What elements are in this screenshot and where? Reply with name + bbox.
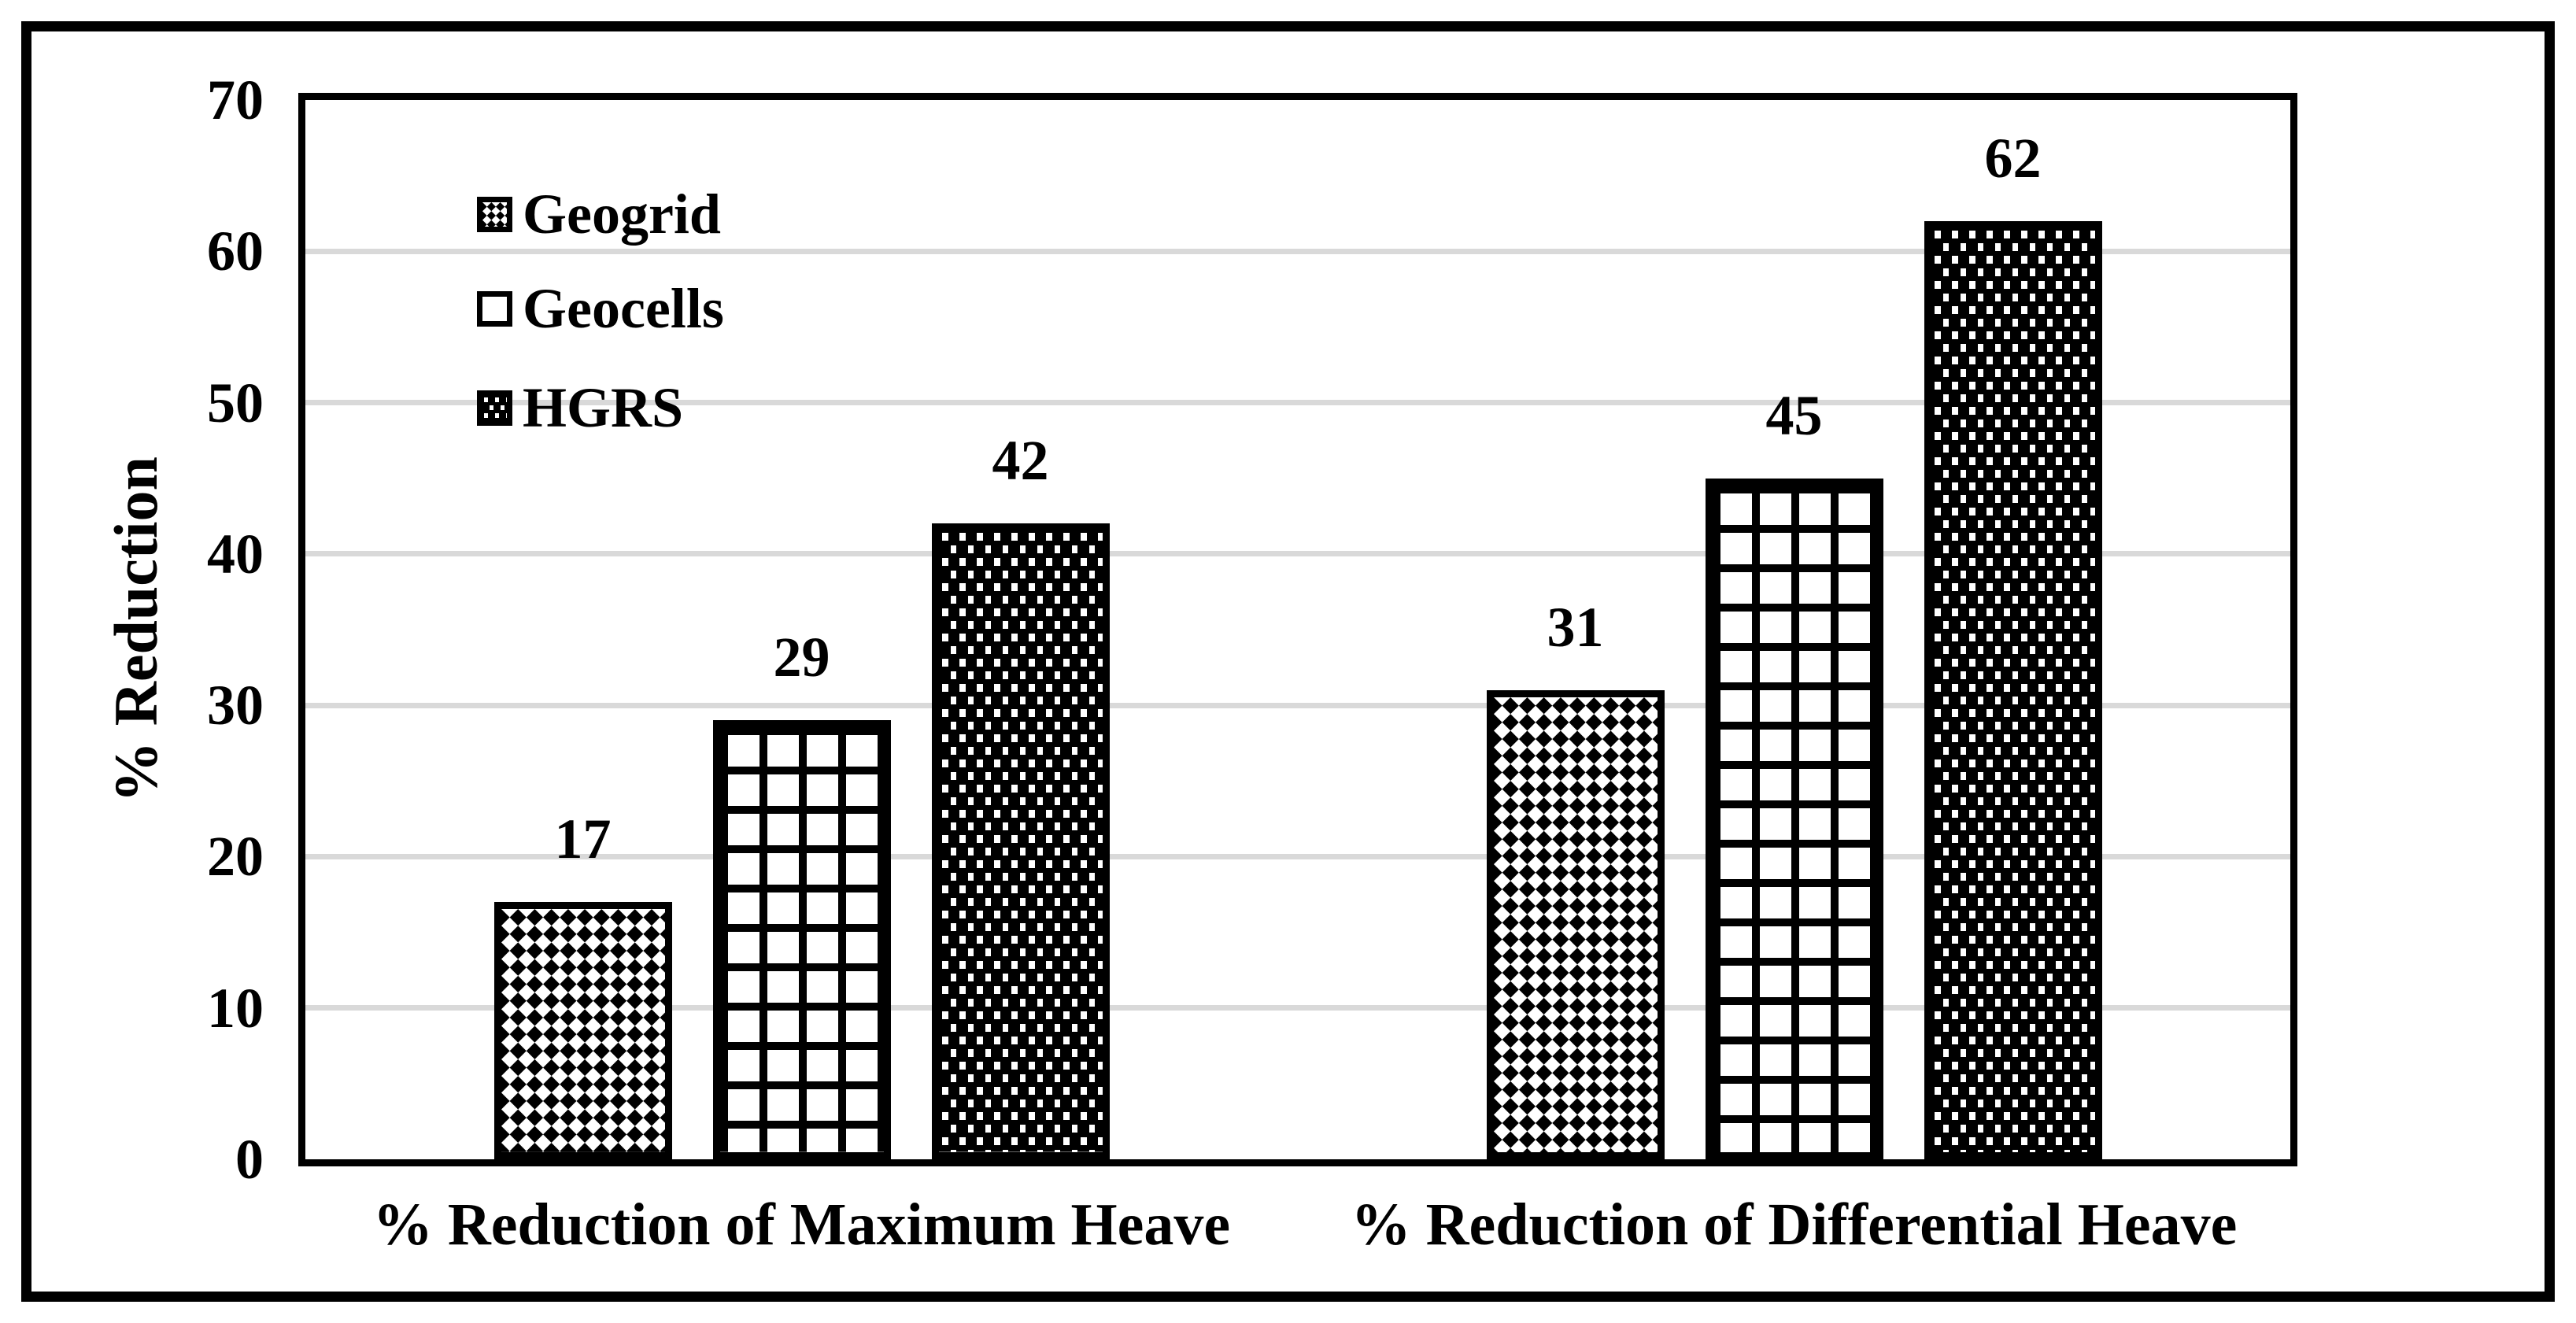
- y-axis-title: % Reduction: [102, 456, 170, 803]
- bar-geocells-0: [712, 720, 891, 1159]
- bar-value-label-geogrid-0: 17: [554, 807, 612, 871]
- y-tick-label-40: 40: [207, 522, 264, 586]
- gridline-10: [305, 1005, 2290, 1011]
- y-tick-label-50: 50: [207, 371, 264, 434]
- legend-item-geocells: Geocells: [477, 261, 724, 357]
- bar-value-label-geocells-1: 45: [1765, 383, 1823, 447]
- legend-label-hgrs: HGRS: [523, 376, 684, 439]
- bar-value-label-geogrid-1: 31: [1547, 595, 1604, 659]
- open-grid-icon: [482, 296, 507, 321]
- legend-label-geocells: Geocells: [523, 277, 724, 340]
- y-tick-label-10: 10: [207, 976, 264, 1040]
- y-tick-label-0: 0: [235, 1128, 264, 1191]
- y-tick-label-20: 20: [207, 825, 264, 889]
- legend-swatch-open-grid-icon: [477, 290, 512, 327]
- bar-geogrid-1: [1486, 689, 1665, 1159]
- bar-hgrs-0: [931, 523, 1110, 1159]
- bar-geogrid-0: [493, 902, 672, 1159]
- bar-value-label-geocells-0: 29: [773, 626, 830, 689]
- bar-hgrs-1: [1924, 220, 2102, 1159]
- y-tick-label-30: 30: [207, 674, 264, 737]
- legend-item-hgrs: HGRS: [477, 360, 683, 456]
- legend-item-geogrid: Geogrid: [477, 166, 721, 262]
- open-grid-icon: [1712, 485, 1876, 1152]
- bar-geocells-1: [1705, 478, 1883, 1159]
- dark-dotted-icon: [938, 530, 1103, 1152]
- gridline-30: [305, 702, 2290, 708]
- diagonal-checker-icon: [482, 201, 507, 227]
- figure-border: [21, 21, 2555, 1302]
- diagonal-checker-icon: [1493, 697, 1658, 1152]
- bar-value-label-hgrs-0: 42: [992, 429, 1049, 493]
- diagonal-checker-icon: [501, 909, 665, 1152]
- legend-label-geogrid: Geogrid: [523, 183, 721, 246]
- y-tick-label-70: 70: [207, 68, 264, 131]
- x-category-label-differential-heave: % Reduction of Differential Heave: [1351, 1192, 2238, 1258]
- bar-value-label-hgrs-1: 62: [1984, 126, 2042, 190]
- open-grid-icon: [719, 727, 884, 1152]
- legend-swatch-diagonal-checker-icon: [477, 196, 512, 232]
- gridline-40: [305, 551, 2290, 557]
- gridline-20: [305, 853, 2290, 859]
- plot-area: 17 29 42 31 45 62: [298, 93, 2297, 1166]
- dark-dotted-icon: [482, 395, 507, 420]
- gridline-60: [305, 248, 2290, 254]
- gridline-50: [305, 400, 2290, 406]
- dark-dotted-icon: [1931, 227, 2095, 1152]
- y-tick-label-60: 60: [207, 220, 264, 283]
- legend-swatch-dark-dotted-icon: [477, 390, 512, 426]
- x-category-label-maximum-heave: % Reduction of Maximum Heave: [372, 1192, 1231, 1258]
